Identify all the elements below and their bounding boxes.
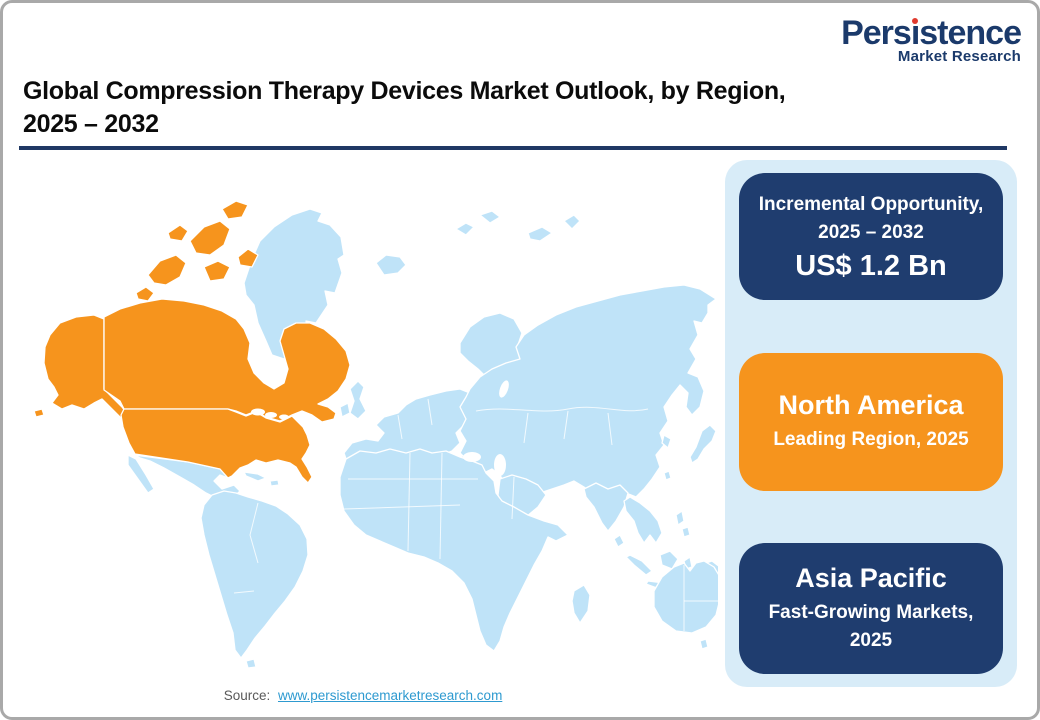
map-africa — [339, 448, 569, 652]
map-arctic-isle2 — [563, 214, 581, 230]
map-black-sea — [463, 452, 481, 462]
map-novaya-zemlya — [527, 226, 553, 242]
map-region-north-america — [33, 200, 351, 484]
card1-line2: 2025 – 2032 — [818, 221, 924, 243]
map-philippines2 — [681, 526, 691, 538]
title-divider — [19, 146, 1007, 150]
map-taiwan — [663, 470, 672, 481]
world-map — [8, 163, 718, 687]
map-korea — [661, 434, 672, 449]
map-country-borders — [233, 398, 718, 631]
card-incremental-opportunity: Incremental Opportunity, 2025 – 2032 US$… — [739, 173, 1003, 300]
map-arctic-island-d — [221, 200, 249, 220]
map-ireland — [339, 402, 351, 418]
map-arctic-island-a — [147, 254, 187, 286]
map-madagascar — [571, 584, 591, 624]
map-arctic-island-e — [237, 248, 259, 268]
map-caspian-sea — [494, 454, 506, 476]
map-sumatra — [625, 554, 653, 576]
map-great-lakes-1 — [251, 408, 265, 416]
map-lakes-and-seas — [251, 380, 509, 476]
map-great-lakes-2 — [265, 412, 277, 418]
map-arctic-island-f — [135, 286, 155, 302]
map-tierra-del-fuego — [245, 658, 257, 669]
map-australia — [653, 560, 718, 634]
map-rest-of-world — [127, 208, 718, 669]
card2-title: North America — [778, 389, 964, 420]
map-alaska — [43, 314, 129, 420]
map-svalbard — [455, 222, 475, 236]
card2-subtitle: Leading Region, 2025 — [773, 428, 969, 450]
brand-subtitle: Market Research — [897, 48, 1021, 65]
highlights-panel: Incremental Opportunity, 2025 – 2032 US$… — [725, 160, 1017, 687]
card-asia-pacific: Asia Pacific Fast-Growing Markets, 2025 — [739, 543, 1003, 674]
page-title-line1: Global Compression Therapy Devices Marke… — [23, 77, 786, 105]
card1-line1: Incremental Opportunity, — [758, 193, 984, 215]
card3-subtitle-line1: Fast-Growing Markets, — [768, 601, 974, 623]
map-hispaniola — [269, 479, 280, 487]
map-philippines — [675, 510, 685, 526]
map-arctic-island-b — [189, 220, 231, 256]
map-great-lakes-3 — [279, 414, 289, 420]
map-south-america — [200, 490, 309, 659]
logo-i-dot-icon — [912, 18, 919, 24]
card3-title: Asia Pacific — [795, 562, 947, 593]
map-usa — [120, 408, 313, 484]
brand-logo: Persı stence Market Research — [841, 14, 1022, 65]
map-baltic-sea — [499, 380, 509, 398]
card1-value: US$ 1.2 Bn — [795, 249, 947, 282]
map-cuba — [243, 471, 267, 482]
map-baja-california — [127, 454, 155, 494]
page-title-line2: 2025 – 2032 — [23, 110, 159, 138]
source-label: Source: — [223, 688, 271, 703]
brand-part-i: ı — [910, 14, 921, 52]
map-uk — [349, 380, 367, 420]
card-north-america: North America Leading Region, 2025 — [739, 352, 1003, 491]
map-iceland — [375, 254, 407, 276]
brand-part-post: stence — [919, 14, 1022, 52]
map-arctic-isle — [479, 210, 501, 224]
source-line: Source: www.persistencemarketresearch.co… — [8, 688, 718, 703]
map-sri-lanka — [613, 534, 625, 548]
map-arctic-island-c — [203, 260, 231, 282]
world-map-svg — [33, 200, 718, 669]
map-greenland — [243, 208, 345, 360]
brand-part-pre: Pers — [841, 14, 912, 52]
map-borneo — [659, 550, 679, 570]
page-title: Global Compression Therapy Devices Marke… — [23, 75, 943, 141]
brand-name: Persı stence — [841, 14, 1022, 52]
source-link[interactable]: www.persistencemarketresearch.com — [277, 688, 503, 703]
map-tasmania — [699, 638, 709, 650]
map-japan — [689, 424, 717, 464]
card3-subtitle-line2: 2025 — [849, 629, 893, 651]
map-aleutians — [33, 408, 45, 418]
map-india — [583, 482, 629, 532]
map-indochina — [623, 496, 663, 544]
map-arctic-island-g — [167, 224, 189, 242]
